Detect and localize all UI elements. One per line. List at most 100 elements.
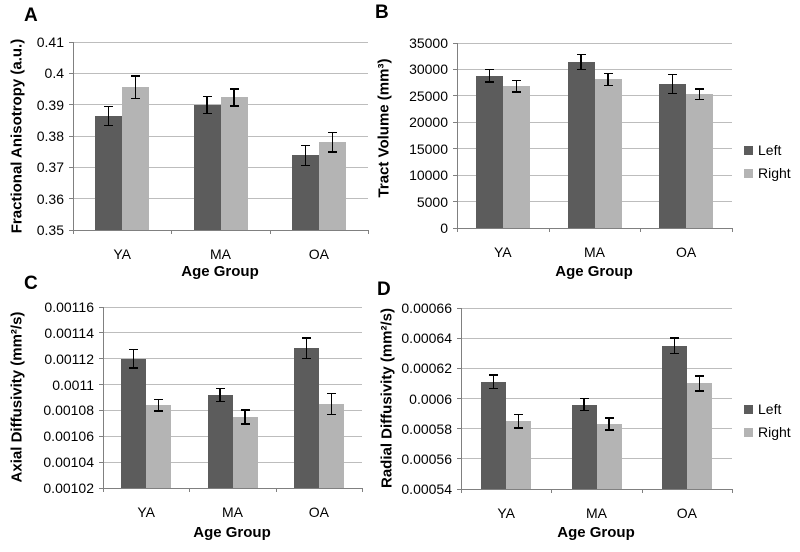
- x-tick-mark: [641, 489, 643, 493]
- error-bar-cap: [669, 337, 679, 339]
- bar-right-ya: [502, 86, 530, 228]
- panel-d-x-axis-title: Age Group: [557, 524, 635, 541]
- error-bar-cap: [576, 53, 586, 56]
- gridline: [103, 332, 362, 334]
- error-bar-cap: [604, 429, 614, 431]
- panel-b-x-axis-title: Age Group: [555, 263, 633, 280]
- error-bar-cap: [484, 81, 494, 83]
- y-tick-mark: [69, 229, 73, 231]
- x-tick-mark: [640, 228, 642, 232]
- error-bar-cap: [514, 413, 524, 416]
- error-bar-cap: [131, 75, 141, 77]
- y-tick-mark: [457, 398, 461, 399]
- x-tick-label: MA: [222, 504, 243, 520]
- error-bar-cap: [695, 98, 705, 101]
- bar-left-oa: [293, 348, 319, 488]
- x-tick-mark: [551, 489, 553, 493]
- error-bar-cap: [301, 337, 311, 339]
- error-bar-line: [673, 338, 676, 354]
- error-bar-cap: [327, 131, 337, 134]
- y-tick-mark: [69, 135, 73, 137]
- y-tick-label: 0.00062: [401, 360, 452, 377]
- y-tick-label: 0.00054: [401, 481, 452, 497]
- gridline: [461, 307, 732, 309]
- bar-left-ya: [95, 115, 123, 230]
- error-bar-line: [488, 69, 491, 83]
- error-bar-line: [304, 145, 307, 166]
- error-bar-cap: [604, 417, 614, 419]
- error-bar-cap: [668, 92, 678, 95]
- y-tick-mark: [453, 95, 457, 97]
- y-tick-mark: [453, 201, 457, 203]
- bar-right-oa: [318, 403, 344, 488]
- error-bar-cap: [327, 151, 337, 153]
- bar-right-oa: [686, 383, 712, 489]
- error-bar-line: [698, 88, 701, 100]
- x-tick-mark: [171, 230, 173, 234]
- bar-right-ya: [122, 87, 150, 230]
- y-tick-label: 0.00106: [43, 428, 94, 445]
- bar-right-ma: [232, 416, 258, 488]
- error-bar-line: [698, 375, 701, 391]
- bar-left-oa: [659, 84, 687, 228]
- error-bar-cap: [603, 84, 613, 87]
- panel-d-legend: Left Right: [744, 402, 791, 440]
- y-axis-line: [103, 307, 104, 489]
- y-tick-mark: [453, 68, 457, 70]
- error-bar-cap: [694, 375, 704, 377]
- error-bar-line: [132, 349, 135, 368]
- x-tick-mark: [461, 489, 462, 493]
- y-tick-label: 0.00102: [43, 480, 94, 496]
- error-bar-cap: [215, 387, 225, 390]
- bar-right-ma: [594, 79, 622, 228]
- y-tick-label: 0.00058: [401, 420, 452, 437]
- x-axis-line: [103, 488, 363, 489]
- error-bar-cap: [579, 409, 589, 412]
- bar-left-ma: [567, 62, 595, 228]
- y-tick-mark: [69, 198, 73, 200]
- y-tick-label: 0: [440, 220, 448, 236]
- y-axis-line: [73, 42, 74, 231]
- error-bar-cap: [511, 79, 521, 82]
- y-tick-mark: [99, 358, 103, 360]
- y-tick-label: 10000: [409, 167, 448, 184]
- y-tick-mark: [453, 121, 457, 123]
- x-tick-label: MA: [584, 244, 605, 260]
- error-bar-cap: [484, 68, 494, 71]
- x-tick-label: YA: [137, 504, 155, 520]
- error-bar-cap: [129, 348, 139, 351]
- x-tick-mark: [269, 230, 271, 234]
- y-tick-label: 0.35: [36, 222, 64, 238]
- error-bar-cap: [229, 88, 239, 90]
- y-tick-label: 20000: [409, 114, 448, 131]
- error-bar-cap: [240, 409, 250, 411]
- gridline: [457, 42, 732, 44]
- x-tick-mark: [368, 230, 369, 234]
- y-tick-label: 0.00066: [401, 300, 452, 316]
- panel-a-x-axis-title: Age Group: [181, 263, 259, 280]
- bar-right-ma: [596, 424, 622, 489]
- gridline: [461, 367, 732, 369]
- error-bar-line: [305, 338, 308, 359]
- legend-swatch-right-icon: [744, 428, 753, 437]
- x-axis-line: [73, 230, 369, 231]
- x-tick-label: OA: [676, 505, 697, 521]
- bar-left-ya: [475, 75, 503, 228]
- y-tick-mark: [99, 435, 103, 437]
- gridline: [457, 68, 732, 70]
- error-bar-cap: [514, 427, 524, 429]
- x-tick-label: YA: [113, 246, 131, 262]
- y-tick-label: 25000: [409, 87, 448, 104]
- gridline: [103, 358, 362, 360]
- x-tick-mark: [275, 488, 277, 492]
- error-bar-line: [517, 414, 520, 428]
- error-bar-cap: [104, 124, 114, 127]
- legend-label-left: Left: [758, 142, 782, 158]
- error-bar-line: [107, 106, 110, 126]
- error-bar-cap: [694, 390, 704, 392]
- y-tick-mark: [99, 409, 103, 411]
- y-tick-label: 0.38: [36, 128, 64, 144]
- bar-left-ma: [193, 104, 221, 230]
- x-tick-label: MA: [586, 505, 607, 521]
- bar-right-ma: [220, 97, 248, 230]
